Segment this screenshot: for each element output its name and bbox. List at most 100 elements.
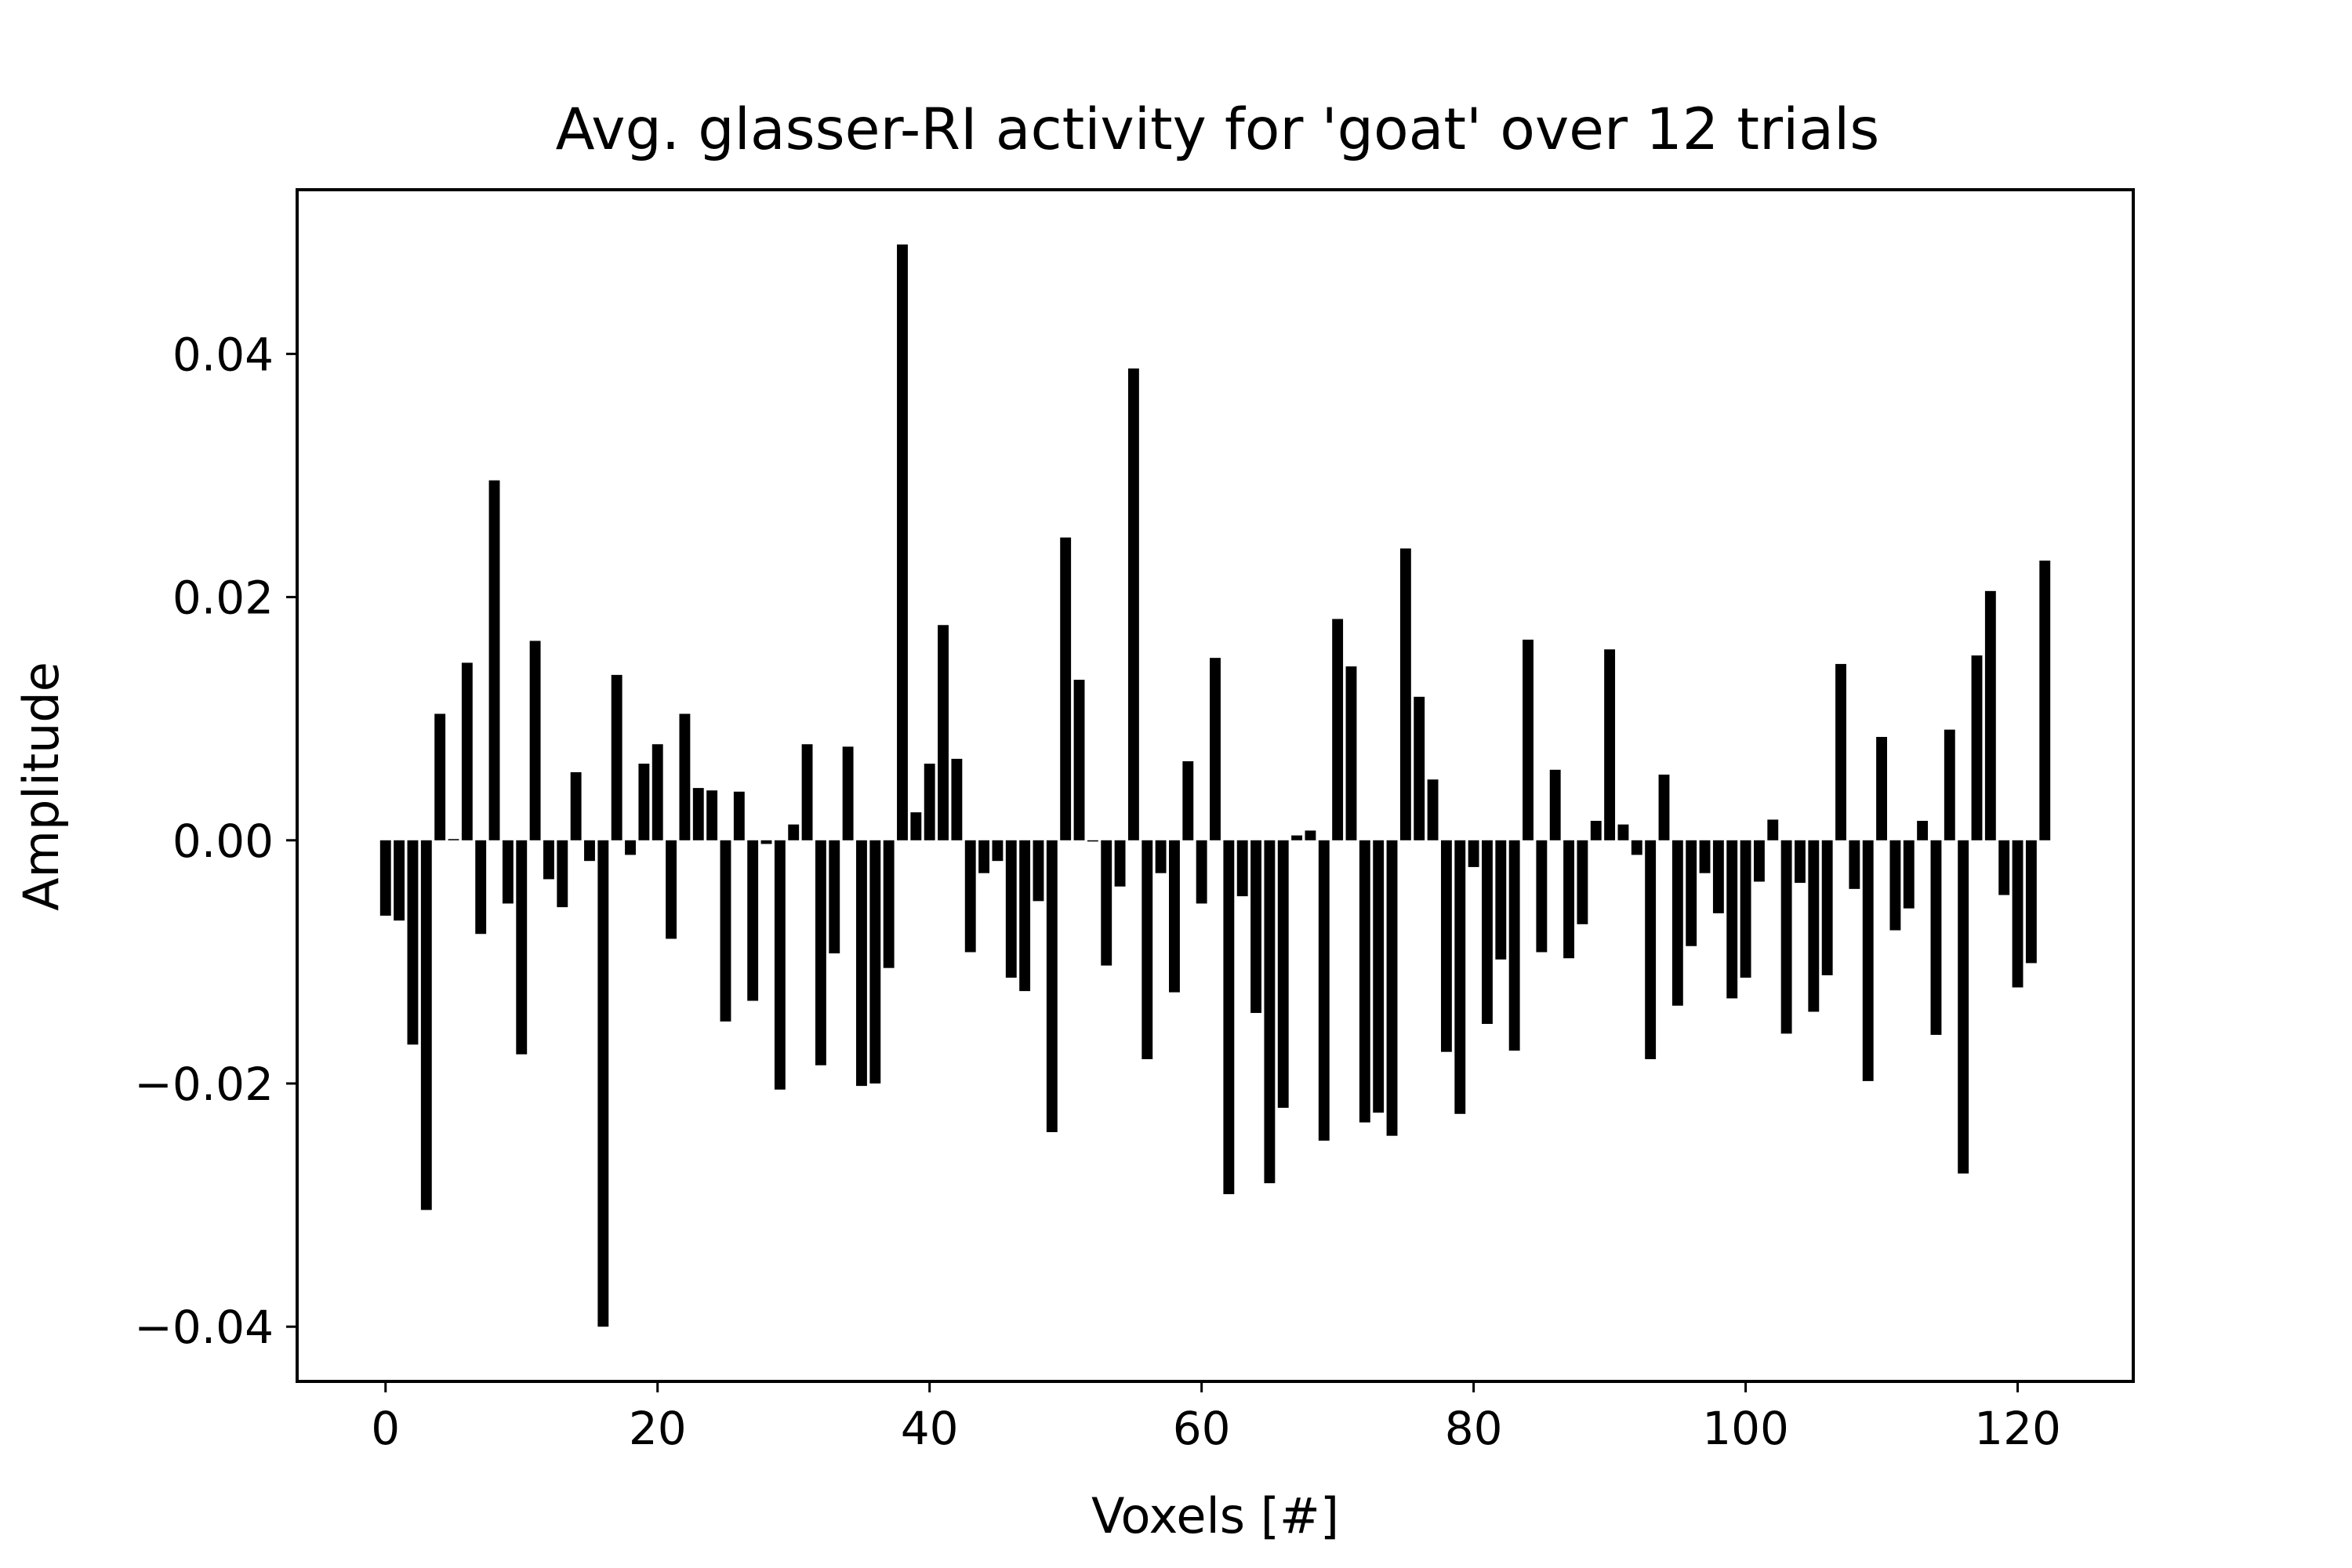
bar: [910, 812, 922, 840]
bar: [1196, 840, 1207, 904]
bar: [1767, 819, 1779, 840]
bar: [1917, 820, 1929, 840]
bar: [897, 244, 908, 840]
bar: [692, 788, 704, 840]
bar: [1223, 840, 1235, 1195]
bar: [1958, 840, 1969, 1174]
bar: [1019, 840, 1031, 992]
bar: [1386, 840, 1398, 1136]
bar: [394, 840, 405, 921]
bar: [1005, 840, 1017, 978]
bar: [2025, 840, 2037, 964]
y-tick-label: 0.02: [172, 572, 274, 625]
bar: [597, 840, 609, 1327]
bar: [1549, 769, 1561, 840]
bar: [760, 840, 772, 844]
bar: [869, 840, 881, 1083]
bar: [407, 840, 419, 1045]
bar: [1726, 840, 1738, 999]
bar: [1169, 840, 1180, 993]
bar: [1440, 840, 1452, 1052]
bar: [379, 840, 391, 916]
bar: [964, 840, 976, 953]
bar: [1127, 368, 1139, 840]
bar: [1236, 840, 1248, 897]
bar: [434, 713, 446, 840]
bar: [1414, 696, 1425, 840]
bar: [1984, 590, 1996, 840]
bar: [1808, 840, 1820, 1012]
bar: [420, 840, 432, 1210]
bar: [1563, 840, 1574, 959]
bars-group: [379, 244, 2051, 1327]
bar: [720, 840, 731, 1022]
x-axis-label: Voxels [#]: [1091, 1487, 1339, 1544]
bar: [1944, 729, 1955, 840]
x-tick-label: 80: [1445, 1402, 1503, 1455]
bar: [1590, 820, 1602, 840]
bar: [1577, 840, 1588, 924]
x-tick-label: 40: [901, 1402, 959, 1455]
bar: [475, 840, 487, 935]
bar: [625, 840, 636, 855]
bar: [924, 764, 935, 840]
bar: [516, 840, 528, 1054]
bar: [1046, 840, 1058, 1133]
bar: [801, 744, 813, 840]
x-axis-ticks: 0 20 40 60 80 100 120: [371, 1381, 2061, 1455]
bar: [652, 744, 663, 840]
bar: [815, 840, 826, 1065]
bar: [1114, 840, 1126, 887]
bar: [448, 839, 459, 840]
bar: [856, 840, 867, 1087]
bar: [1998, 840, 2010, 895]
bar: [1495, 840, 1507, 960]
chart-title: Avg. glasser-RI activity for 'goat' over…: [556, 96, 1880, 163]
bar: [788, 824, 800, 840]
bar: [1671, 840, 1683, 1006]
x-tick-label: 0: [371, 1402, 400, 1455]
bar: [842, 746, 854, 840]
bar: [529, 641, 541, 840]
bar: [2012, 840, 2024, 988]
bar: [1210, 658, 1221, 840]
y-tick-label: −0.02: [134, 1058, 274, 1111]
bar: [1903, 840, 1915, 909]
bar: [1617, 824, 1629, 840]
y-tick-label: 0.00: [172, 815, 274, 868]
y-tick-label: 0.04: [172, 328, 274, 381]
bar: [1101, 840, 1112, 966]
bar: [951, 758, 963, 840]
bar: [733, 791, 745, 840]
bar: [1454, 840, 1466, 1114]
bar: [1508, 840, 1520, 1051]
bar: [1277, 840, 1289, 1109]
bar: [774, 840, 786, 1090]
bar: [1712, 840, 1724, 913]
bar: [1876, 736, 1887, 840]
bar: [1182, 760, 1194, 840]
bar: [1318, 840, 1330, 1141]
bar: [1835, 663, 1846, 840]
bar: [488, 480, 500, 840]
bar: [1087, 840, 1098, 842]
bar: [829, 840, 840, 954]
bar: [1264, 840, 1276, 1184]
bar: [1523, 639, 1534, 840]
bar: [1468, 840, 1479, 867]
bar: [1359, 840, 1370, 1123]
bar: [1373, 840, 1385, 1113]
bar: [1291, 835, 1303, 840]
bar: [1427, 779, 1439, 840]
bar: [1821, 840, 1833, 975]
bar: [1930, 840, 1942, 1035]
bar: [1699, 840, 1711, 873]
bar: [1073, 680, 1085, 840]
y-tick-label: −0.04: [134, 1301, 274, 1354]
y-axis-label: Amplitude: [13, 662, 70, 911]
x-tick-label: 60: [1173, 1402, 1231, 1455]
bar: [978, 840, 990, 873]
bar: [1250, 840, 1261, 1014]
bar: [611, 674, 622, 840]
